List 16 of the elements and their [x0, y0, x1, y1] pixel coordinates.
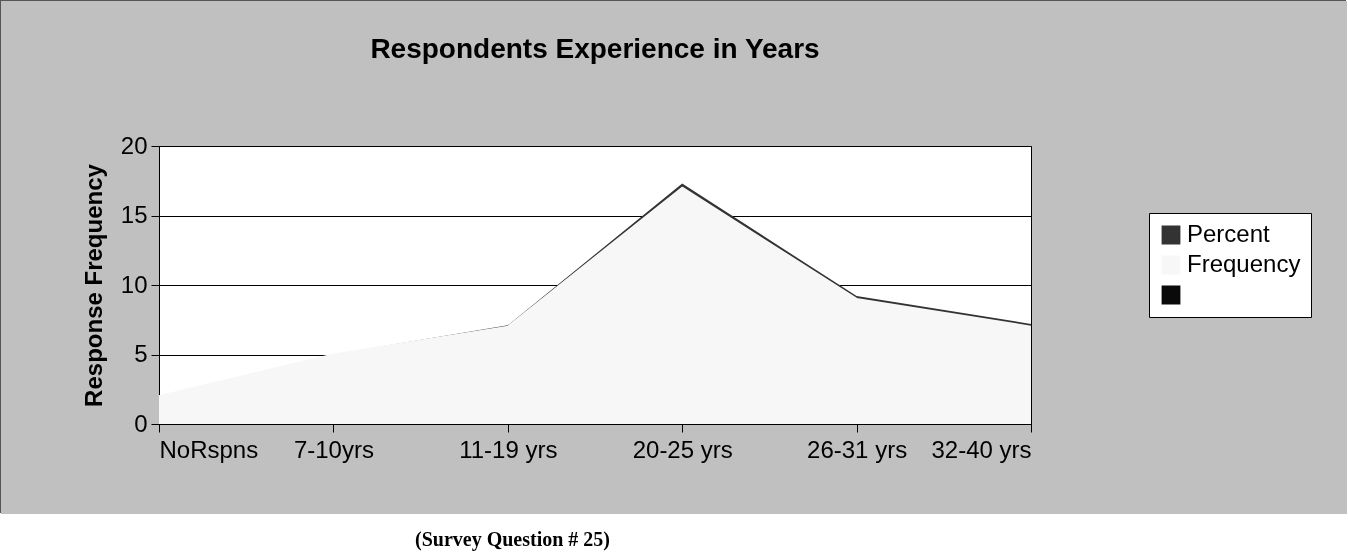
y-tick-label: 20	[120, 131, 148, 159]
x-tick-label: 7-10yrs	[293, 435, 374, 463]
x-tick-label: 26-31 yrs	[807, 435, 908, 463]
chart-title: Respondents Experience in Years	[370, 33, 820, 64]
text: (Survey Question # 25)	[415, 528, 610, 551]
x-tick-label: NoRspns	[159, 435, 259, 463]
legend-label: Frequency	[1187, 250, 1301, 277]
y-axis-title: Response Frequency	[79, 163, 107, 407]
y-tick-label: 15	[120, 201, 148, 228]
y-tick-label: 0	[134, 409, 148, 437]
x-tick-label: 32-40 yrs	[931, 435, 1032, 463]
x-tick-label: 11-19 yrs	[459, 435, 558, 463]
y-tick-label: 10	[120, 270, 148, 298]
legend-label: Percent	[1187, 220, 1271, 247]
y-tick-label: 5	[134, 340, 148, 367]
x-tick-label: 20-25 yrs	[632, 435, 733, 463]
